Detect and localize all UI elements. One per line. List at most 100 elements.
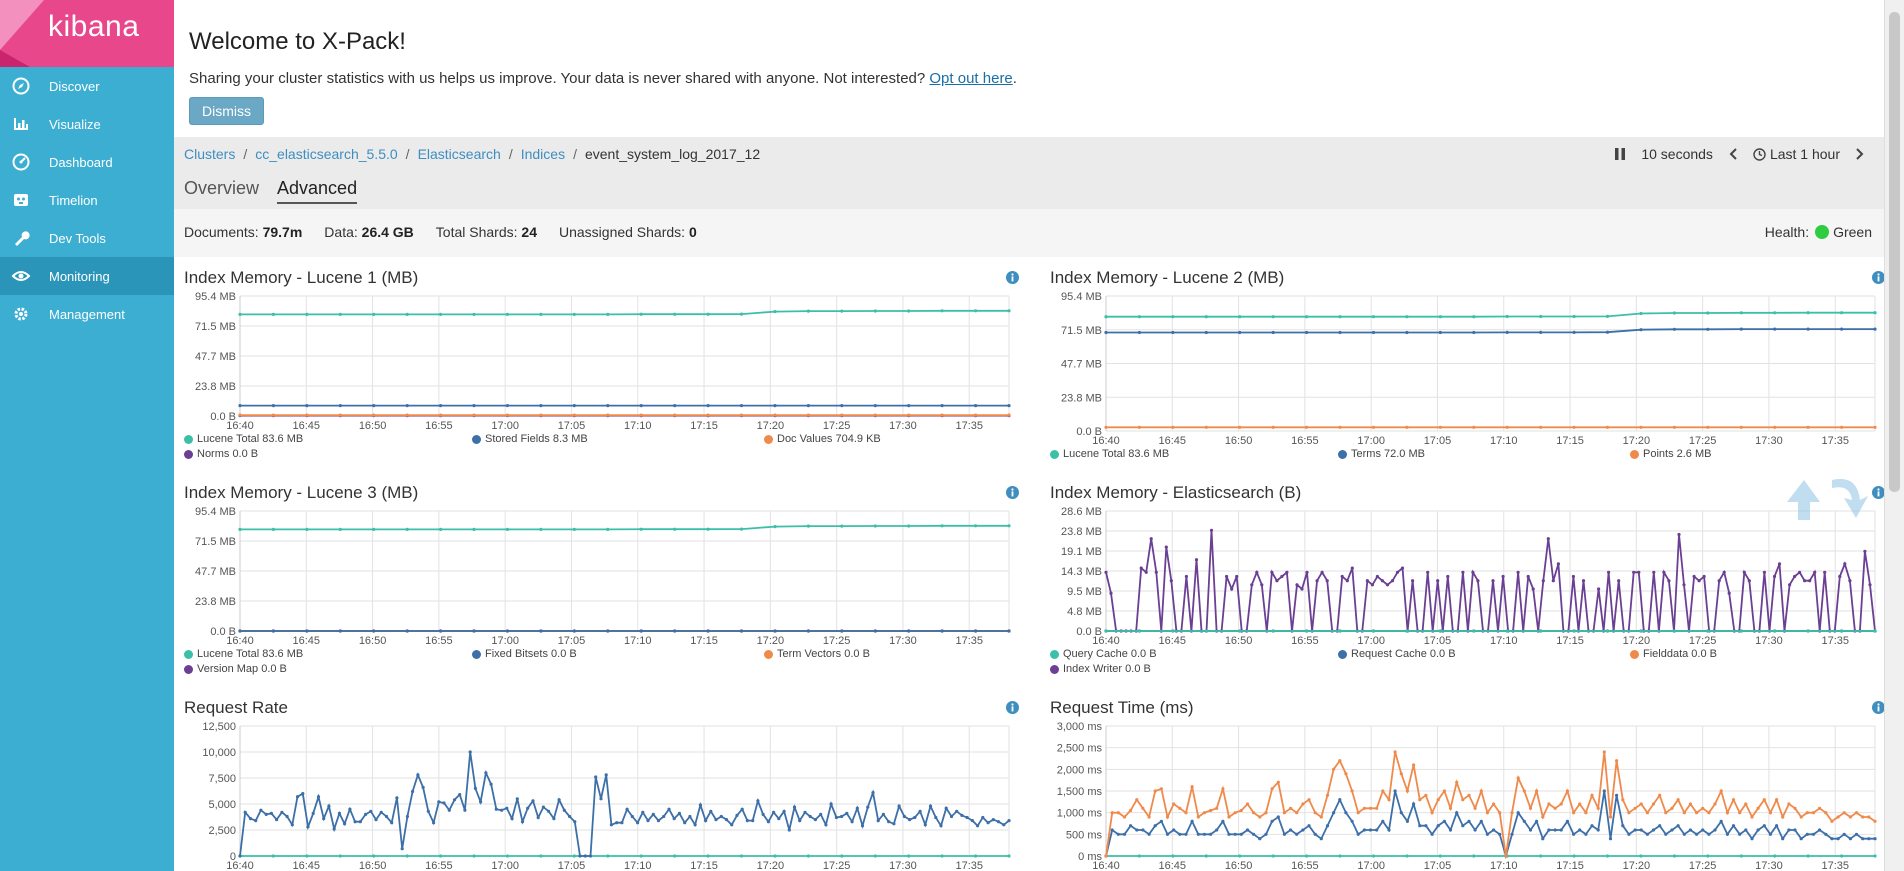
data-point: [583, 854, 587, 858]
info-icon[interactable]: [1006, 271, 1019, 284]
index-summary-bar: Documents: 79.7m Data: 26.4 GB Total Sha…: [174, 209, 1884, 257]
data-point: [1645, 811, 1649, 815]
legend-item[interactable]: Version Map 0.0 B: [184, 663, 287, 675]
breadcrumb-link[interactable]: Elasticsearch: [417, 146, 501, 162]
scrollbar-thumb[interactable]: [1889, 12, 1900, 492]
breadcrumb-link[interactable]: Clusters: [184, 146, 236, 162]
y-tick-label: 3,000 ms: [1057, 721, 1103, 733]
chart-svg: 12,500 10,000 7,500 5,000 2,500 016:40 16:45 16…: [202, 721, 1011, 871]
legend-item[interactable]: Fixed Bitsets 0.0 B: [472, 648, 577, 660]
legend-item[interactable]: Stored Fields 8.3 MB: [472, 433, 588, 445]
data-point: [338, 404, 342, 408]
x-tick-label: 16:55: [425, 635, 453, 647]
legend-item[interactable]: Norms 0.0 B: [184, 448, 258, 460]
data-point: [472, 312, 476, 316]
data-point: [1169, 579, 1173, 583]
data-point: [1153, 824, 1157, 828]
info-icon[interactable]: [1872, 271, 1885, 284]
page-scrollbar[interactable]: [1884, 0, 1904, 871]
data-point: [338, 413, 342, 417]
time-back-button[interactable]: [1729, 148, 1737, 160]
data-point: [248, 817, 253, 821]
data-point: [1861, 815, 1865, 819]
chart-title: Index Memory - Lucene 3 (MB): [184, 483, 419, 502]
y-tick-label: 0: [230, 851, 236, 863]
data-point: [1227, 832, 1231, 836]
pause-button[interactable]: [1615, 148, 1626, 160]
data-point: [1840, 629, 1844, 633]
data-point: [1505, 314, 1509, 319]
data-point: [1305, 330, 1309, 335]
x-tick-label: 17:10: [624, 420, 652, 432]
legend-item[interactable]: Lucene Total 83.6 MB: [184, 433, 303, 445]
legend-item[interactable]: Index Writer 0.0 B: [1050, 663, 1151, 675]
kibana-logo[interactable]: kibana: [0, 0, 174, 67]
sidebar-item-dev-tools[interactable]: Dev Tools: [0, 219, 174, 257]
legend-item[interactable]: Term Vectors 0.0 B: [764, 648, 870, 660]
legend-item[interactable]: Request Cache 0.0 B: [1338, 648, 1456, 660]
data-point: [1184, 811, 1188, 815]
data-point: [1270, 787, 1274, 791]
data-point: [1823, 570, 1827, 574]
data-point: [1380, 579, 1384, 583]
sidebar-item-monitoring[interactable]: Monitoring: [0, 257, 174, 295]
data-point: [606, 413, 610, 417]
x-tick-label: 17:35: [1821, 860, 1849, 871]
data-point: [1676, 798, 1680, 802]
sidebar-item-timelion[interactable]: Timelion: [0, 181, 174, 219]
chart-title: Index Memory - Lucene 1 (MB): [184, 268, 419, 287]
time-forward-button[interactable]: [1856, 148, 1864, 160]
data-point: [1238, 854, 1242, 858]
info-icon[interactable]: [1872, 701, 1885, 714]
info-icon[interactable]: [1006, 701, 1019, 714]
opt-out-link[interactable]: Opt out here: [929, 70, 1013, 87]
data-point: [981, 815, 985, 820]
data-point: [1505, 629, 1509, 633]
sidebar-item-visualize[interactable]: Visualize: [0, 105, 174, 143]
tab-advanced[interactable]: Advanced: [277, 178, 358, 204]
data-point: [1854, 832, 1859, 836]
data-point: [706, 629, 710, 633]
data-point: [1350, 819, 1354, 823]
sidebar-item-dashboard[interactable]: Dashboard: [0, 143, 174, 181]
data-point: [1799, 815, 1803, 819]
refresh-interval[interactable]: 10 seconds: [1641, 146, 1713, 162]
data-point: [1467, 819, 1471, 823]
legend-item[interactable]: Lucene Total 83.6 MB: [184, 648, 303, 660]
time-range-picker[interactable]: Last 1 hour: [1753, 146, 1840, 162]
data-point: [1227, 815, 1231, 819]
sidebar-item-discover[interactable]: Discover: [0, 67, 174, 105]
dashboard-icon: [11, 152, 31, 172]
legend-item[interactable]: Query Cache 0.0 B: [1050, 648, 1157, 660]
legend-item[interactable]: Points 2.6 MB: [1630, 448, 1711, 460]
data-point: [372, 854, 376, 858]
dismiss-button[interactable]: Dismiss: [189, 97, 264, 125]
data-point: [1448, 828, 1453, 832]
info-icon[interactable]: [1872, 486, 1885, 499]
tab-overview[interactable]: Overview: [184, 178, 260, 198]
breadcrumb-separator: /: [508, 146, 513, 162]
legend-item[interactable]: Fielddata 0.0 B: [1630, 648, 1717, 660]
data-point: [1863, 549, 1867, 553]
data-point: [806, 524, 811, 528]
data-point: [1405, 629, 1409, 633]
data-point: [1141, 806, 1145, 810]
data-point: [1750, 815, 1754, 819]
breadcrumb-link[interactable]: Indices: [520, 146, 566, 162]
y-tick-label: 23.8 MB: [1061, 526, 1102, 538]
info-icon[interactable]: [1006, 486, 1019, 499]
sidebar-item-management[interactable]: Management: [0, 295, 174, 333]
legend-item[interactable]: Terms 72.0 MB: [1338, 448, 1425, 460]
chart-title: Request Time (ms): [1050, 698, 1194, 717]
legend-item[interactable]: Lucene Total 83.6 MB: [1050, 448, 1169, 460]
data-point: [372, 312, 376, 316]
data-point: [1137, 629, 1141, 633]
data-point: [1252, 832, 1256, 836]
legend-item[interactable]: Doc Values 704.9 KB: [764, 433, 881, 445]
data-point: [379, 810, 383, 814]
data-point: [1184, 832, 1188, 836]
breadcrumb-link[interactable]: cc_elasticsearch_5.5.0: [255, 146, 398, 162]
data-point: [928, 804, 933, 808]
data-point: [1154, 570, 1158, 574]
data-point: [840, 629, 844, 633]
